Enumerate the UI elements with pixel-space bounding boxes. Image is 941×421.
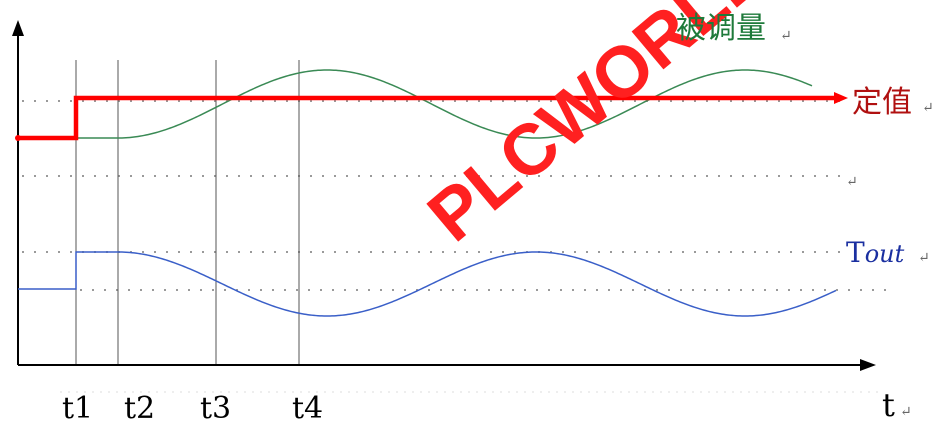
time-label-t1: t1 [62, 391, 93, 421]
tout-label-t: T [846, 236, 865, 269]
return-mark-2: ↵ [922, 100, 934, 116]
tout-label: Tout [846, 236, 905, 269]
setpoint-arrow-icon [834, 92, 848, 104]
setpoint-label: 定值 [852, 85, 912, 120]
x-axis-arrow-icon [860, 359, 876, 371]
tout-curve [18, 251, 837, 317]
return-mark-4: ↵ [918, 250, 930, 266]
y-axis-arrow-icon [12, 20, 24, 36]
time-axis-label: t [882, 386, 895, 421]
time-markers [75, 60, 300, 365]
setpoint-step-line [18, 95, 836, 141]
controlled-variable-label: 被调量 [676, 11, 766, 46]
time-label-t2: t2 [124, 391, 155, 421]
time-label-t4: t4 [292, 391, 323, 421]
axes [12, 20, 876, 371]
dotted-guides [22, 100, 890, 291]
time-label-t3: t3 [200, 391, 231, 421]
tout-label-out: out [865, 240, 905, 268]
return-mark-1: ↵ [780, 28, 792, 44]
return-mark-5: ↵ [900, 404, 912, 420]
setpoint-start-dot [15, 135, 21, 141]
controlled-variable-curve [76, 69, 813, 139]
return-mark-3: ↵ [846, 174, 858, 190]
